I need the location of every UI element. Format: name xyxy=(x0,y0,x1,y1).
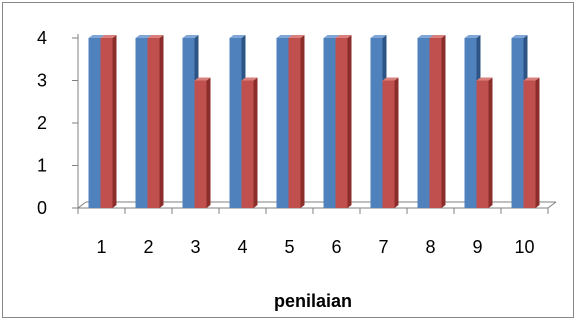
bar xyxy=(335,35,352,208)
bar-top xyxy=(135,35,152,38)
x-tick-label: 7 xyxy=(378,237,388,257)
bar-side xyxy=(441,35,446,208)
bar-front xyxy=(464,38,477,208)
bar-top xyxy=(276,35,293,38)
axis-depth-line xyxy=(77,201,87,209)
bar-side xyxy=(159,35,164,208)
bar-side xyxy=(300,35,305,208)
y-tick-label: 4 xyxy=(37,28,47,48)
chart-bars xyxy=(88,35,540,208)
axis-depth-line xyxy=(547,201,557,209)
bar-front xyxy=(88,38,101,208)
bar-front xyxy=(182,38,195,208)
bar xyxy=(288,35,305,208)
bar xyxy=(382,77,399,208)
x-axis-title: penilaian xyxy=(274,291,352,311)
bar xyxy=(241,77,258,208)
bar-top xyxy=(417,35,434,38)
bar-top xyxy=(241,77,258,81)
bar xyxy=(523,77,540,208)
bar-top xyxy=(194,77,211,81)
bar-side xyxy=(253,77,258,208)
bar-front xyxy=(429,38,442,208)
bar-front xyxy=(370,38,383,208)
bar-side xyxy=(112,35,117,208)
bar-side xyxy=(535,77,540,208)
x-tick-label: 1 xyxy=(96,237,106,257)
x-tick-label: 5 xyxy=(284,237,294,257)
x-tick-label: 9 xyxy=(472,237,482,257)
bar-front xyxy=(100,38,113,208)
x-tick-label: 6 xyxy=(331,237,341,257)
y-tick-label: 1 xyxy=(37,156,47,176)
bar-top xyxy=(476,77,493,81)
x-tick-label: 10 xyxy=(514,237,534,257)
bar-front xyxy=(241,80,254,208)
y-tick-labels: 0 1 2 3 4 xyxy=(37,28,47,218)
bar-top xyxy=(335,35,352,38)
y-tick-label: 0 xyxy=(37,198,47,218)
bar-front xyxy=(135,38,148,208)
bar-front xyxy=(194,80,207,208)
bar-side xyxy=(488,77,493,208)
bar-front xyxy=(476,80,489,208)
bar-top xyxy=(288,35,305,38)
bar-front xyxy=(511,38,524,208)
bar xyxy=(147,35,164,208)
bar-top xyxy=(523,77,540,81)
bar xyxy=(476,77,493,208)
x-tick-label: 2 xyxy=(143,237,153,257)
bar-top xyxy=(88,35,105,38)
y-tick-label: 3 xyxy=(37,71,47,91)
bar-top xyxy=(370,35,387,38)
bar-front xyxy=(417,38,430,208)
bar-top xyxy=(511,35,528,38)
bar-front xyxy=(147,38,160,208)
bar-top xyxy=(464,35,481,38)
bar xyxy=(194,77,211,208)
x-tick-labels: 1 2 3 4 5 6 7 8 9 10 xyxy=(96,237,534,257)
bar-side xyxy=(347,35,352,208)
bar-front xyxy=(288,38,301,208)
bar xyxy=(429,35,446,208)
bar-top xyxy=(229,35,246,38)
bar-front xyxy=(276,38,289,208)
x-tick-label: 8 xyxy=(425,237,435,257)
bar-top xyxy=(323,35,340,38)
bar-top xyxy=(147,35,164,38)
x-tick-label: 3 xyxy=(190,237,200,257)
bar-side xyxy=(206,77,211,208)
bar-top xyxy=(429,35,446,38)
x-tick-label: 4 xyxy=(237,237,247,257)
bar-top xyxy=(182,35,199,38)
bar xyxy=(100,35,117,208)
y-tick-label: 2 xyxy=(37,113,47,133)
bar-side xyxy=(394,77,399,208)
bar-front xyxy=(229,38,242,208)
bar-front xyxy=(323,38,336,208)
bar-front xyxy=(523,80,536,208)
bar-top xyxy=(100,35,117,38)
bar-front xyxy=(382,80,395,208)
bar-top xyxy=(382,77,399,81)
bar-front xyxy=(335,38,348,208)
